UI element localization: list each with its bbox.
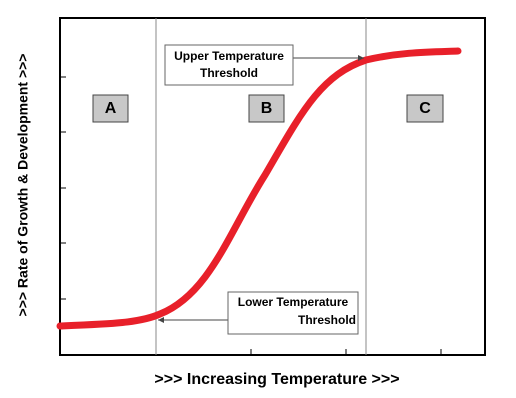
annotation-text: Threshold (298, 313, 356, 327)
region-label: B (261, 100, 273, 117)
plot-frame (59, 17, 486, 356)
region-c: C (406, 94, 444, 123)
ticks (60, 76, 442, 355)
region-label: A (105, 100, 117, 117)
growth-curve (56, 47, 462, 330)
region-label: C (419, 100, 431, 117)
annotation-text: Upper Temperature (174, 49, 284, 63)
y-axis-label: >>> Rate of Growth & Development >>> (15, 54, 31, 317)
lower-annotation: Lower Temperature Threshold (158, 291, 359, 335)
region-b: B (248, 94, 285, 123)
upper-annotation: Upper Temperature Threshold (164, 44, 364, 86)
annotation-text: Lower Temperature (238, 295, 349, 309)
annotation-text: Threshold (200, 66, 258, 80)
region-a: A (92, 94, 129, 123)
x-axis-label: >>> Increasing Temperature >>> (154, 371, 399, 388)
